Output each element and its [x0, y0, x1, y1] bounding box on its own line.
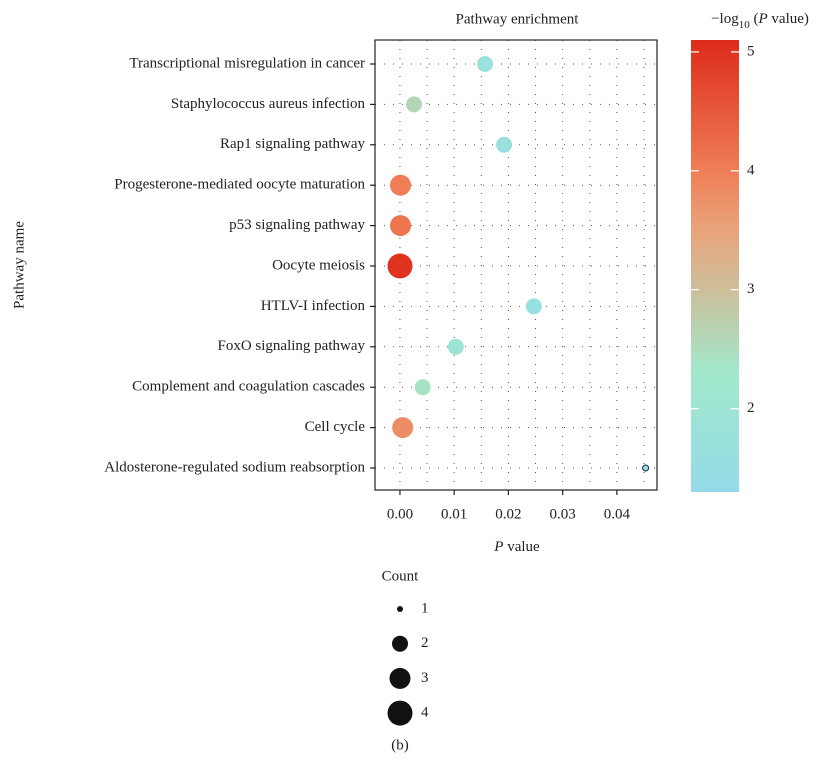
colorbar-tick-label: 3 — [747, 281, 755, 297]
y-tick-label: Rap1 signaling pathway — [220, 136, 365, 152]
size-legend-marker — [387, 700, 413, 726]
y-tick-label: Transcriptional misregulation in cancer — [129, 55, 365, 71]
y-tick-label: HTLV-I infection — [261, 298, 366, 314]
x-tick-label: 0.02 — [495, 506, 521, 522]
size-legend-label: 1 — [421, 600, 429, 616]
y-tick-label: Staphylococcus aureus infection — [171, 96, 366, 112]
point — [389, 174, 411, 196]
colorbar-tick-label: 4 — [747, 162, 755, 178]
y-tick-label: Cell cycle — [305, 419, 366, 435]
point — [447, 338, 464, 355]
y-tick-label: Oocyte meiosis — [272, 257, 365, 273]
x-axis-label: P value — [493, 539, 540, 555]
size-legend-marker — [389, 667, 411, 689]
colorbar-title-part: −log — [711, 11, 739, 27]
point — [477, 56, 494, 72]
plot-frame — [374, 39, 658, 491]
size-legend-marker — [392, 635, 408, 652]
point — [525, 298, 542, 315]
y-tick-label: Complement and coagulation cascades — [132, 379, 365, 395]
colorbar-title-part: ( — [750, 11, 759, 27]
x-axis-label-part: value — [503, 539, 540, 555]
size-legend-marker — [397, 606, 403, 612]
colorbar-tick-label: 2 — [747, 400, 755, 416]
point — [389, 215, 411, 237]
y-tick-label: Progesterone-mediated oocyte maturation — [114, 177, 365, 193]
colorbar-title-part: 10 — [739, 19, 751, 31]
point — [406, 96, 423, 113]
y-tick-label: FoxO signaling pathway — [218, 338, 366, 354]
x-tick-label: 0.03 — [550, 506, 576, 522]
size-legend-label: 4 — [421, 705, 429, 721]
point — [414, 379, 431, 396]
caption: (b) — [391, 737, 409, 753]
y-tick-label: Aldosterone-regulated sodium reabsorptio… — [104, 459, 365, 475]
size-legend-label: 3 — [421, 670, 429, 686]
point — [387, 253, 413, 279]
point — [642, 464, 650, 472]
y-tick-label: p53 signaling pathway — [229, 217, 365, 233]
colorbar-title-part: P — [757, 11, 767, 27]
colorbar-title-part: value) — [768, 11, 809, 27]
size-legend-label: 2 — [421, 635, 429, 651]
size-legend-title: Count — [382, 568, 420, 584]
x-tick-label: 0.01 — [441, 506, 467, 522]
chart-title: Pathway enrichment — [456, 11, 580, 27]
point — [496, 136, 513, 153]
colorbar — [691, 40, 739, 492]
y-axis-label: Pathway name — [11, 221, 27, 309]
colorbar-title: −log10 (P value) — [711, 11, 809, 30]
x-tick-label: 0.00 — [387, 506, 413, 522]
x-tick-label: 0.04 — [604, 506, 631, 522]
point — [392, 417, 414, 439]
x-axis-label-part: P — [493, 539, 503, 555]
colorbar-tick-label: 5 — [747, 43, 755, 59]
